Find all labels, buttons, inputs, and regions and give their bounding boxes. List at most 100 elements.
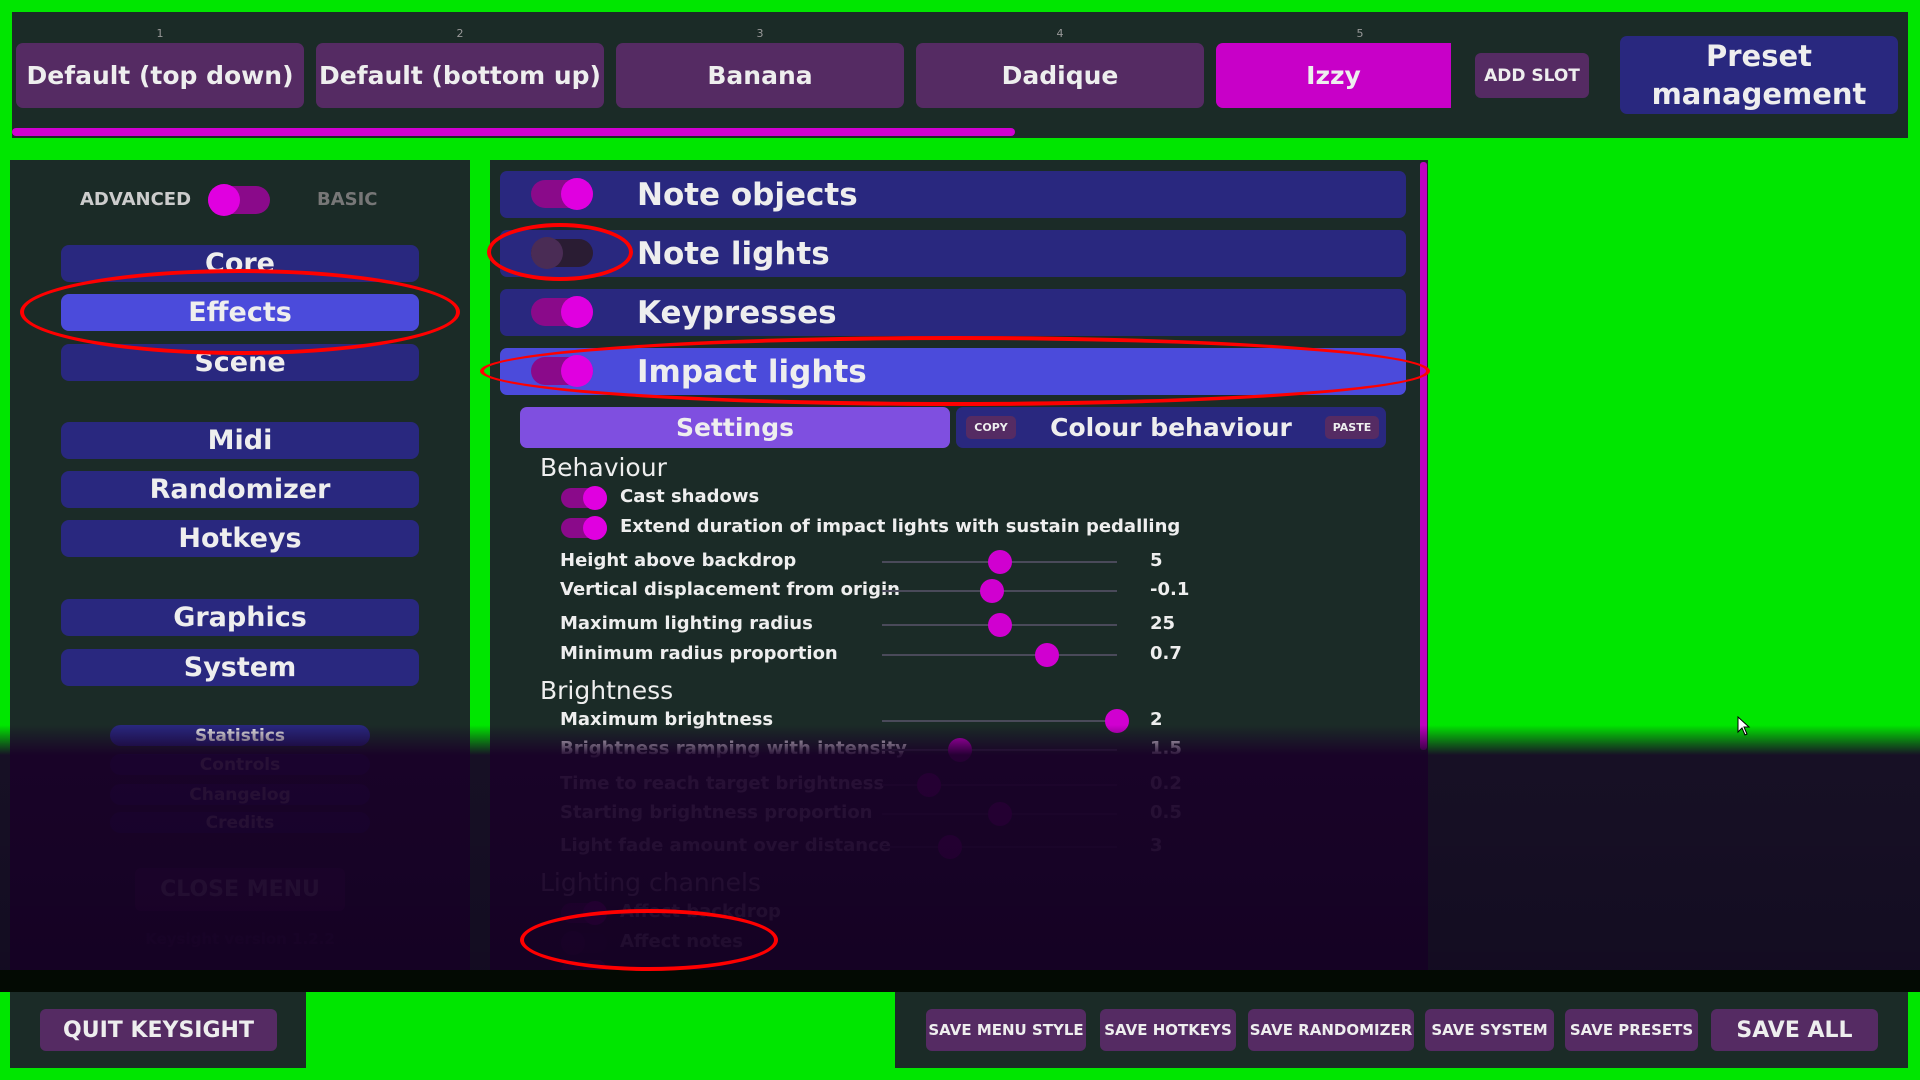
slider-value: 3 — [1150, 835, 1163, 856]
sidebar-item-hotkeys[interactable]: Hotkeys — [61, 520, 419, 557]
slider-thumb[interactable] — [938, 835, 963, 859]
toggle-extend-duration-of-impact-lights-with-sustain-pedalling[interactable] — [561, 516, 607, 540]
slot-number: 1 — [156, 27, 164, 40]
slider-thumb[interactable] — [947, 738, 972, 762]
colour-behaviour-label: Colour behaviour — [1050, 413, 1292, 442]
slider-thumb[interactable] — [1105, 709, 1129, 733]
sidebar-link-credits[interactable]: Credits — [110, 812, 370, 833]
tab-colour-behaviour[interactable]: COPY Colour behaviour PASTE — [956, 407, 1386, 448]
save-presets-button[interactable]: SAVE PRESETS — [1565, 1009, 1698, 1051]
panel-scrollbar[interactable] — [1420, 162, 1427, 750]
paste-button[interactable]: PASTE — [1325, 416, 1379, 439]
mouse-cursor-icon — [1737, 716, 1751, 736]
toggle-cast-shadows[interactable] — [561, 486, 607, 510]
slider-value: -0.1 — [1150, 579, 1190, 600]
preset-slot-5[interactable]: Izzy — [1216, 43, 1451, 108]
slider-value: 5 — [1150, 550, 1163, 571]
effect-header-note-objects[interactable]: Note objects — [500, 171, 1406, 218]
effect-label: Note objects — [637, 177, 858, 213]
version-text: Keysight version 1.2.2 — [145, 930, 335, 948]
sidebar-link-statistics[interactable]: Statistics — [110, 725, 370, 746]
sidebar-item-scene[interactable]: Scene — [61, 344, 419, 381]
sidebar-item-effects[interactable]: Effects — [61, 294, 419, 331]
effect-header-impact-lights[interactable]: Impact lights — [500, 348, 1406, 395]
effect-header-keypresses[interactable]: Keypresses — [500, 289, 1406, 336]
slider-label: Time to reach target brightness — [560, 773, 885, 794]
preset-slot-2[interactable]: Default (bottom up) — [316, 43, 604, 108]
quit-button[interactable]: QUIT KEYSIGHT — [40, 1009, 277, 1051]
slider-vertical-displacement-from-origin[interactable] — [882, 579, 1117, 603]
slider-brightness-ramping-with-intensity[interactable] — [882, 738, 1117, 762]
sidebar-item-graphics[interactable]: Graphics — [61, 599, 419, 636]
sidebar-item-system[interactable]: System — [61, 649, 419, 686]
tab-settings[interactable]: Settings — [520, 407, 950, 448]
preset-slot-1[interactable]: Default (top down) — [16, 43, 304, 108]
slider-height-above-backdrop[interactable] — [882, 550, 1117, 574]
slider-value: 25 — [1150, 613, 1176, 634]
slider-value: 0.7 — [1150, 643, 1182, 664]
slider-starting-brightness-proportion[interactable] — [882, 802, 1117, 826]
effect-toggle[interactable] — [531, 237, 593, 269]
toggle-label: Affect notes — [620, 931, 743, 952]
slider-thumb[interactable] — [987, 613, 1012, 637]
section-brightness: Brightness — [540, 676, 674, 705]
sidebar-link-controls[interactable]: Controls — [110, 754, 370, 775]
toggle-affect-backdrop[interactable] — [561, 901, 607, 925]
save-randomizer-button[interactable]: SAVE RANDOMIZER — [1248, 1009, 1414, 1051]
clip-region — [540, 960, 740, 970]
effect-toggle[interactable] — [531, 355, 593, 387]
toggle-knob — [561, 931, 585, 955]
save-system-button[interactable]: SAVE SYSTEM — [1425, 1009, 1554, 1051]
preset-management-button[interactable]: Preset management — [1620, 36, 1898, 114]
toggle-knob — [583, 960, 607, 970]
save-all-button[interactable]: SAVE ALL — [1711, 1009, 1878, 1051]
section-behaviour: Behaviour — [540, 453, 667, 482]
preset-slot-4[interactable]: Dadique — [916, 43, 1204, 108]
effect-toggle[interactable] — [531, 296, 593, 328]
close-menu-button[interactable]: CLOSE MENU — [135, 868, 345, 911]
slider-time-to-reach-target-brightness[interactable] — [882, 773, 1117, 797]
toggle-label: Cast shadows — [620, 486, 760, 507]
save-menu-style-button[interactable]: SAVE MENU STYLE — [926, 1009, 1086, 1051]
preset-slot-3[interactable]: Banana — [616, 43, 904, 108]
add-slot-button[interactable]: ADD SLOT — [1475, 53, 1589, 98]
effect-header-note-lights[interactable]: Note lights — [500, 230, 1406, 277]
basic-label: BASIC — [317, 189, 378, 210]
toggle-knob — [583, 486, 607, 510]
slider-label: Minimum radius proportion — [560, 643, 838, 664]
slider-label: Starting brightness proportion — [560, 802, 873, 823]
slider-light-fade-amount-over-distance[interactable] — [882, 835, 1117, 859]
advanced-label: ADVANCED — [80, 189, 192, 210]
toggle-affect-notes[interactable] — [561, 931, 607, 955]
slider-thumb[interactable] — [987, 802, 1012, 826]
slider-maximum-brightness[interactable] — [882, 709, 1129, 733]
slider-minimum-radius-proportion[interactable] — [882, 643, 1117, 667]
copy-button[interactable]: COPY — [966, 416, 1016, 439]
sidebar-item-randomizer[interactable]: Randomizer — [61, 471, 419, 508]
slot-number: 2 — [456, 27, 464, 40]
toggle-knob — [531, 237, 563, 269]
sidebar-item-core[interactable]: Core — [61, 245, 419, 282]
section-lighting-channels: Lighting channels — [540, 868, 761, 897]
effect-label: Impact lights — [637, 354, 867, 390]
slider-thumb[interactable] — [1034, 643, 1059, 667]
slider-thumb[interactable] — [987, 550, 1012, 574]
slot-number: 4 — [1056, 27, 1064, 40]
slider-label: Maximum brightness — [560, 709, 774, 730]
slider-maximum-lighting-radius[interactable] — [882, 613, 1117, 637]
effect-label: Keypresses — [637, 295, 837, 331]
advanced-basic-toggle[interactable] — [208, 184, 270, 216]
save-hotkeys-button[interactable]: SAVE HOTKEYS — [1100, 1009, 1236, 1051]
slot-scrollbar[interactable] — [12, 128, 1015, 136]
slider-label: Light fade amount over distance — [560, 835, 891, 856]
toggle-knob — [561, 178, 593, 210]
slider-label: Height above backdrop — [560, 550, 797, 571]
slider-value: 0.2 — [1150, 773, 1182, 794]
toggle-knob — [561, 355, 593, 387]
slider-thumb[interactable] — [980, 579, 1005, 603]
sidebar-link-changelog[interactable]: Changelog — [110, 784, 370, 805]
effect-toggle[interactable] — [531, 178, 593, 210]
toggle-channel[interactable] — [561, 960, 607, 970]
sidebar-item-midi[interactable]: Midi — [61, 422, 419, 459]
slider-thumb[interactable] — [917, 773, 941, 797]
